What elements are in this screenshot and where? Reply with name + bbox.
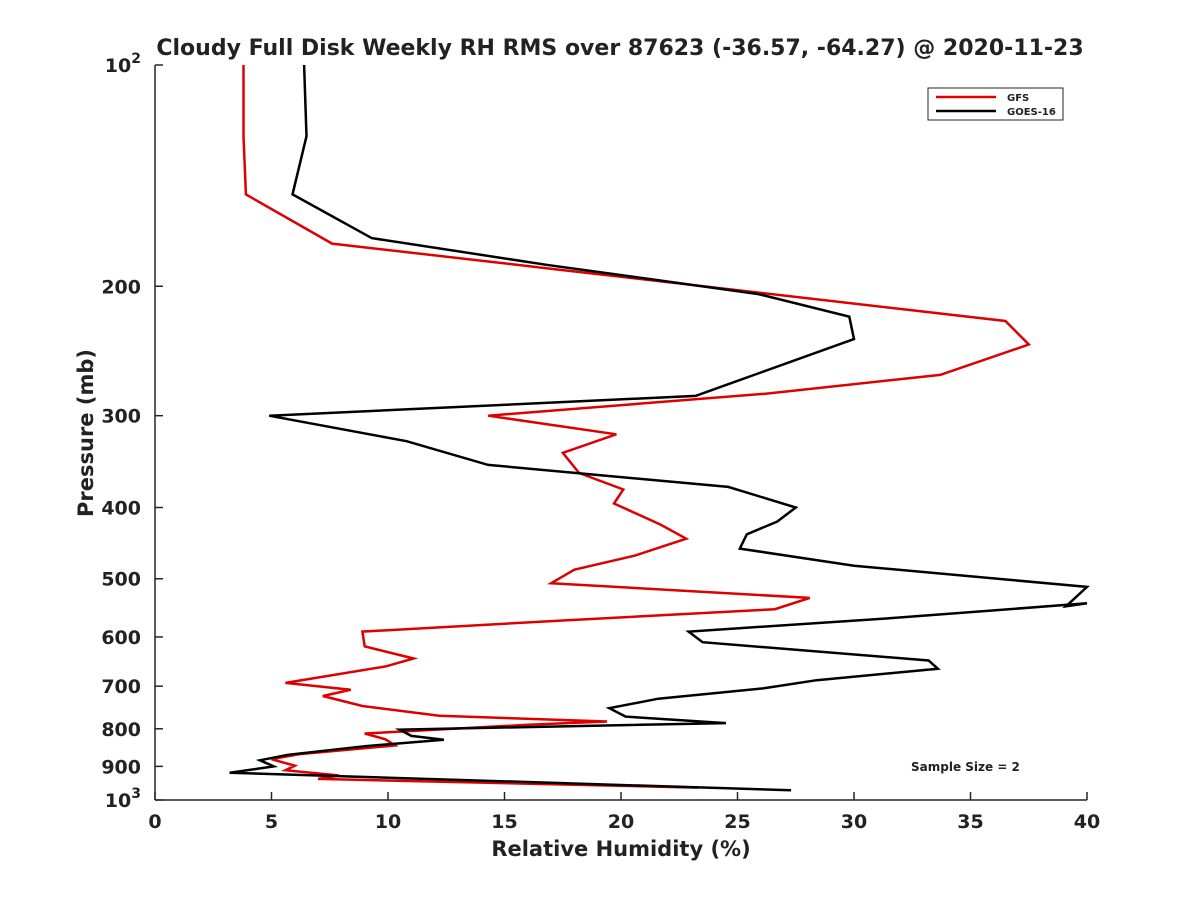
plot-area [154, 65, 1087, 801]
y-tick-label: 400 [101, 498, 141, 520]
x-tick-label: 35 [957, 811, 983, 833]
y-tick-exponent: 2 [131, 51, 141, 67]
x-tick-label: 0 [148, 811, 161, 833]
x-tick-label: 10 [375, 811, 401, 833]
x-tick-label: 40 [1074, 811, 1100, 833]
x-ticks: 0 5 10 15 20 25 30 35 40 [148, 792, 1100, 833]
y-tick-label: 800 [101, 719, 141, 741]
chart-title: Cloudy Full Disk Weekly RH RMS over 8762… [156, 36, 1083, 61]
y-tick-label: 500 [101, 569, 141, 591]
y-tick-base: 10 [105, 55, 131, 77]
legend-label-goes16: GOES-16 [1007, 107, 1056, 118]
y-tick-label: 200 [101, 276, 141, 298]
series-line-goes16 [229, 64, 1090, 792]
y-tick-label: 600 [101, 627, 141, 649]
legend: GFS GOES-16 [927, 87, 1064, 121]
series-line-gfs [242, 65, 1032, 789]
x-axis-label: Relative Humidity (%) [491, 837, 750, 861]
x-tick-label: 15 [491, 811, 517, 833]
y-tick-exponent: 3 [131, 786, 141, 802]
x-tick-label: 25 [724, 811, 750, 833]
legend-box [927, 87, 1064, 121]
y-axis-label: Pressure (mb) [74, 349, 98, 517]
y-tick-label: 102 [105, 51, 141, 77]
x-tick-label: 20 [608, 811, 634, 833]
x-tick-label: 30 [841, 811, 867, 833]
legend-label-gfs: GFS [1007, 93, 1029, 104]
y-tick-label: 103 [105, 786, 141, 812]
y-tick-label: 900 [101, 756, 141, 778]
y-tick-base: 10 [105, 790, 131, 812]
y-tick-label: 700 [101, 676, 141, 698]
sample-size-annotation: Sample Size = 2 [911, 760, 1020, 774]
x-tick-label: 5 [265, 811, 278, 833]
series-lines [229, 64, 1090, 792]
y-tick-label: 300 [101, 406, 141, 428]
